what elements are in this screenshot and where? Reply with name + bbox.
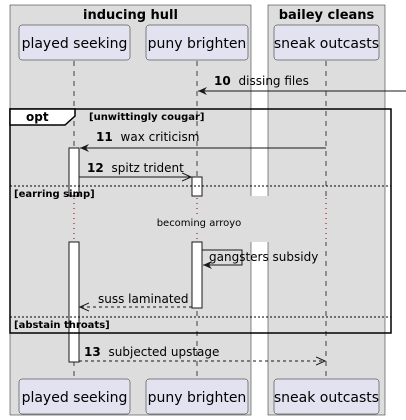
message-11: 11 wax criticism: [80, 130, 326, 152]
message-number: 10: [214, 74, 231, 88]
message-text: subjected upstage: [109, 345, 220, 359]
message-text: gangsters subsidy: [209, 250, 318, 264]
activation-bar: [191, 176, 203, 197]
message-10: 10 dissing files: [198, 74, 406, 95]
message-number: 11: [96, 130, 113, 144]
participant-played-seeking-bottom: played seeking: [18, 378, 131, 415]
message-13: 13 subjected upstage: [79, 345, 325, 361]
svg-text:11 wax criticism: 11 wax criticism: [96, 130, 199, 144]
message-text: suss laminated: [98, 292, 189, 306]
fragment-keyword: opt: [26, 110, 49, 124]
message-text: spitz trident: [112, 161, 185, 175]
participant-sneak-outcasts-top: sneak outcasts: [273, 24, 380, 61]
svg-text:played seeking: played seeking: [22, 36, 128, 52]
fragment-guard: [earring simp]: [14, 189, 95, 200]
svg-text:puny brighten: puny brighten: [148, 390, 247, 406]
activation-bar: [68, 241, 80, 363]
fragment-tag: [9, 108, 76, 126]
message-number: 12: [87, 161, 104, 175]
message-number: 13: [84, 345, 101, 359]
message-suss-laminated: suss laminated: [80, 292, 192, 307]
svg-text:13 subjected upstage: 13 subjected upstage: [84, 345, 219, 359]
activation-bar: [191, 241, 203, 309]
svg-text:12 spitz trident: 12 spitz trident: [87, 161, 184, 175]
svg-text:puny brighten: puny brighten: [148, 36, 247, 52]
svg-text:played seeking: played seeking: [22, 390, 128, 406]
activation-bar: [68, 147, 80, 197]
message-gangsters-subsidy: gangsters subsidy: [202, 249, 318, 269]
fragment-guard: [unwittingly cougar]: [89, 112, 205, 123]
delay-label: becoming arroyo: [157, 218, 242, 229]
message-12: 12 spitz trident: [79, 161, 191, 177]
box-title: bailey cleans: [279, 8, 375, 23]
participant-played-seeking-top: played seeking: [18, 24, 131, 61]
message-text: dissing files: [239, 74, 309, 88]
participant-sneak-outcasts-bottom: sneak outcasts: [273, 378, 380, 415]
opt-fragment: opt [unwittingly cougar] [earring simp] …: [9, 108, 392, 334]
svg-text:sneak outcasts: sneak outcasts: [274, 390, 379, 406]
svg-text:sneak outcasts: sneak outcasts: [274, 36, 379, 52]
box-title: inducing hull: [83, 8, 178, 23]
svg-text:10 dissing files: 10 dissing files: [214, 74, 309, 88]
participant-puny-brighten-bottom: puny brighten: [145, 378, 249, 415]
message-text: wax criticism: [121, 130, 200, 144]
delay-region: becoming arroyo: [66, 196, 336, 242]
fragment-guard: [abstain throats]: [14, 320, 110, 331]
participant-puny-brighten-top: puny brighten: [145, 24, 249, 61]
